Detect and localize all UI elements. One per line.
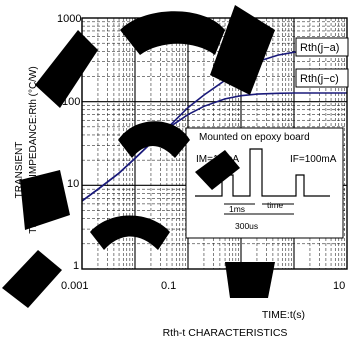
inset-time: time [267, 200, 283, 210]
legend-rth-jc: Rth(j−c) [300, 73, 339, 85]
legend-box-ja [295, 37, 349, 57]
y-axis-label-line1: TRANSIENT [14, 142, 25, 199]
watermark [2, 5, 275, 308]
x-tick-10-right: 10 [333, 280, 345, 292]
y-tick-1000: 1000 [57, 13, 81, 25]
x-tick-0-1: 0.1 [161, 280, 176, 292]
legend-box-jc [295, 68, 349, 88]
y-axis-label-line2: THAERMAL IMPEDANCE:Rth (°C/W) [28, 66, 39, 234]
inset-title: Mounted on epoxy board [199, 132, 310, 143]
x-axis-label: TIME:t(s) [262, 309, 305, 321]
y-tick-1: 1 [73, 260, 79, 272]
y-tick-10: 10 [67, 178, 79, 190]
inset-1ms: 1ms [229, 204, 245, 214]
inset-300us: 300us [235, 221, 258, 231]
chart-title: Rth-t CHARACTERISTICS [163, 327, 288, 339]
y-tick-100: 100 [62, 96, 80, 108]
x-tick-0-001: 0.001 [61, 280, 89, 292]
series-rth-jc-line [81, 92, 347, 202]
legend-rth-ja: Rth(j−a) [300, 42, 339, 54]
plot-frame [81, 17, 348, 270]
inset-if-label: IF=100mA [290, 154, 337, 165]
